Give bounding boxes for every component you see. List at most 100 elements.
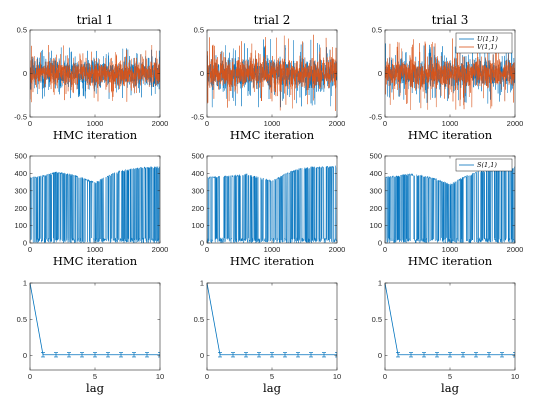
plot-lines [207,34,337,111]
y-tick-label: 300 [14,186,27,195]
x-tick-label: 10 [333,372,341,381]
subplot-5: 0 1000 2000 0 100 200 300 400 500 HMC iteration [191,152,345,268]
x-tick-label: 0 [205,245,209,254]
legend-label: V(1,1) [477,43,498,51]
subplot-title: trial 2 [254,13,291,27]
y-tick-label: 0.5 [194,26,204,35]
y-tick-label: 0 [200,69,204,78]
x-tick-label: 10 [156,372,164,381]
y-tick-label: -0.5 [191,113,204,122]
x-tick-label: 1000 [442,119,459,128]
plot-lines [30,166,160,243]
y-tick-label: 300 [369,186,382,195]
y-tick-label: 0 [200,351,204,360]
legend: U(1,1)V(1,1) [455,32,513,54]
x-axis-label: HMC iteration [230,128,315,142]
x-tick-label: 1000 [442,245,459,254]
y-tick-label: -0.5 [369,113,382,122]
plot-lines [385,283,515,358]
y-tick-label: 0 [378,69,382,78]
x-tick-label: 0 [383,119,387,128]
plot-lines [207,283,337,358]
x-tick-label: 2000 [152,245,169,254]
series-1-trace [207,165,337,243]
y-tick-label: 1 [23,279,27,288]
series-1-trace [30,166,160,243]
subplot-9: 0 5 10 0 0.5 1 lag [372,279,520,395]
y-tick-label: 0 [378,351,382,360]
y-tick-label: 400 [14,169,27,178]
subplot-6: 0 1000 2000 0 100 200 300 400 500 HMC iteration S(… [369,152,523,268]
legend-label: U(1,1) [477,35,498,43]
x-tick-label: 0 [28,245,32,254]
y-tick-label: 0.5 [17,26,27,35]
x-tick-label: 10 [511,372,519,381]
legend: S(1,1) [455,158,513,172]
subplot-title: trial 3 [432,13,469,27]
y-tick-label: 400 [191,169,204,178]
y-tick-label: 400 [369,169,382,178]
x-tick-label: 0 [205,372,209,381]
y-tick-label: 1 [378,279,382,288]
y-tick-label: -0.5 [14,113,27,122]
x-axis-label: lag [86,381,105,395]
y-tick-label: 300 [191,186,204,195]
x-tick-label: 0 [383,372,387,381]
subplot-8: 0 5 10 0 0.5 1 lag [194,279,342,395]
subplot-7: 0 5 10 0 0.5 1 lag [17,279,165,395]
plot-lines [207,165,337,243]
y-tick-label: 100 [369,221,382,230]
x-tick-label: 2000 [329,245,346,254]
y-tick-label: 0.5 [17,315,27,324]
x-tick-label: 0 [28,119,32,128]
subplot-title: trial 1 [77,13,114,27]
y-tick-label: 1 [200,279,204,288]
y-tick-label: 200 [14,204,27,213]
y-tick-label: 500 [191,152,204,161]
legend-box [455,158,513,172]
x-tick-label: 0 [205,119,209,128]
x-tick-label: 1000 [87,119,104,128]
y-tick-label: 500 [369,152,382,161]
y-tick-label: 200 [369,204,382,213]
y-tick-label: 0.5 [372,26,382,35]
y-tick-label: 200 [191,204,204,213]
y-tick-label: 0.5 [194,315,204,324]
plot-lines [385,38,515,110]
x-tick-label: 2000 [507,245,524,254]
series-2-trace [30,45,160,103]
y-tick-label: 0 [200,239,204,248]
x-axis-label: HMC iteration [408,128,493,142]
x-axis-label: HMC iteration [230,254,315,268]
y-tick-label: 0.5 [372,315,382,324]
y-tick-label: 500 [14,152,27,161]
x-tick-label: 1000 [87,245,104,254]
x-tick-label: 2000 [329,119,346,128]
y-tick-label: 0 [23,351,27,360]
x-tick-label: 2000 [507,119,524,128]
x-tick-label: 0 [28,372,32,381]
series-v11-trace [385,38,515,110]
x-tick-label: 5 [270,372,274,381]
y-tick-label: 0 [378,239,382,248]
y-tick-label: 100 [14,221,27,230]
y-tick-label: 0 [23,69,27,78]
x-axis-label: lag [441,381,460,395]
x-tick-label: 5 [448,372,452,381]
x-axis-label: HMC iteration [53,254,138,268]
x-axis-label: lag [263,381,282,395]
x-tick-label: 0 [383,245,387,254]
x-tick-label: 1000 [264,119,281,128]
series-2-trace [207,34,337,111]
subplot-4: 0 1000 2000 0 100 200 300 400 500 HMC iteration [14,152,168,268]
plot-lines [30,283,160,358]
x-tick-label: 2000 [152,119,169,128]
plot-lines [30,45,160,103]
x-axis-label: HMC iteration [408,254,493,268]
y-tick-label: 0 [23,239,27,248]
x-axis-label: HMC iteration [53,128,138,142]
x-tick-label: 5 [93,372,97,381]
